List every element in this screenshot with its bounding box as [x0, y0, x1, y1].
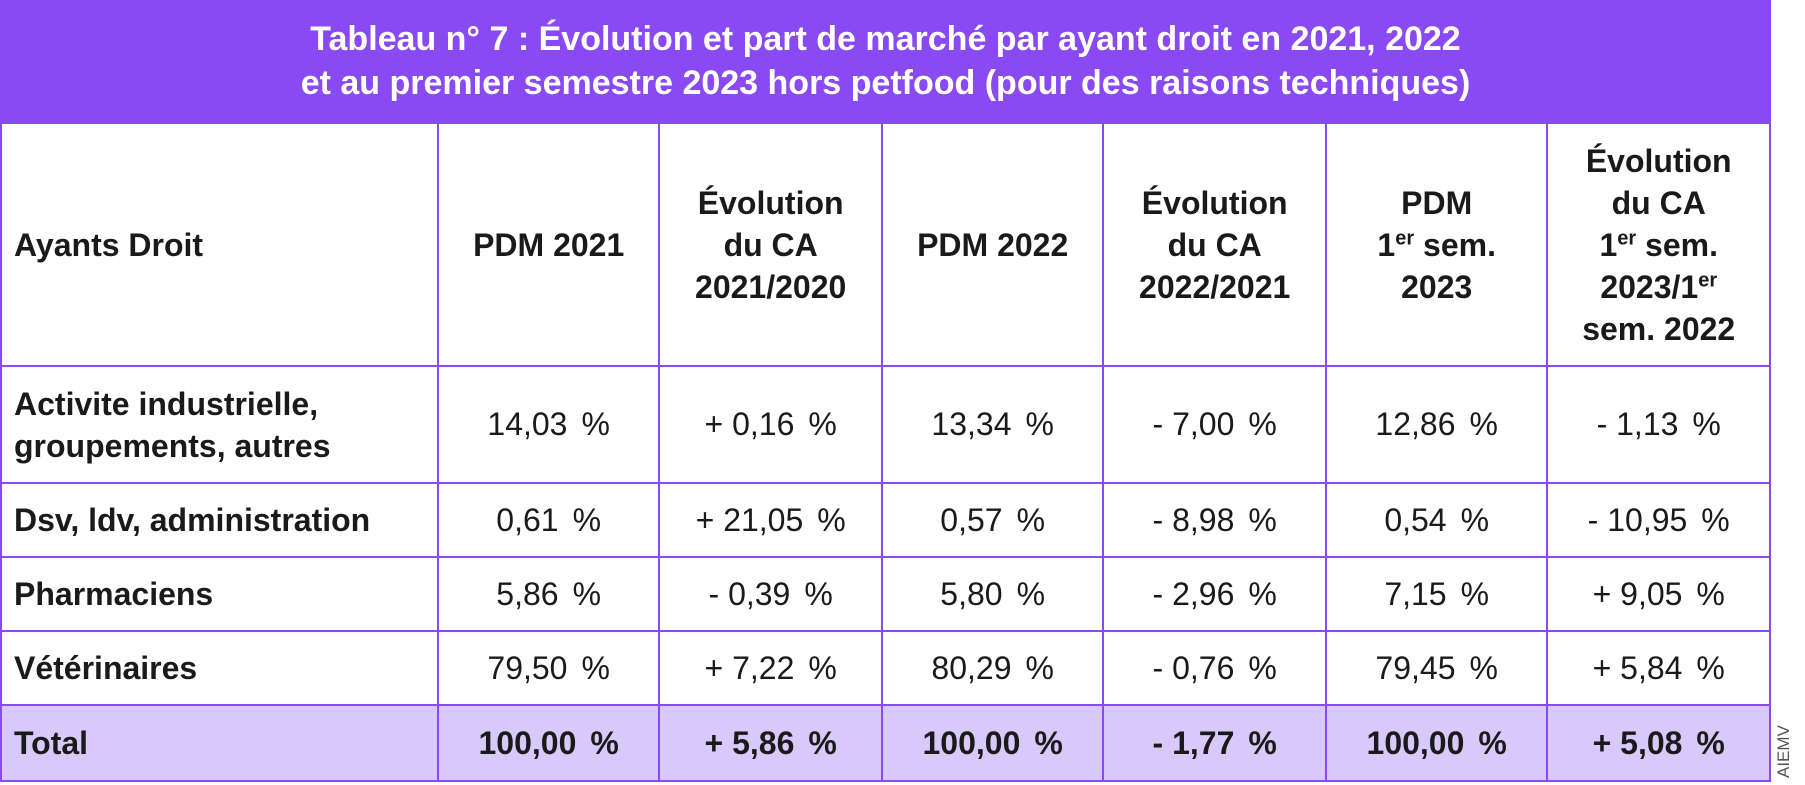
- row-label: Vétérinaires: [0, 630, 439, 706]
- header-evolution-2022: Évolution du CA 2022/2021: [1102, 122, 1327, 367]
- total-cell: 100,00%: [1324, 704, 1549, 782]
- title-line-1: Tableau n° 7 : Évolution et part de marc…: [310, 20, 1461, 58]
- table-cell: 79,45%: [1324, 630, 1549, 706]
- header-row: Ayants Droit PDM 2021 Évolution du CA 20…: [0, 122, 1771, 367]
- table-cell: + 21,05%: [658, 482, 883, 558]
- table-cell: 0,54%: [1324, 482, 1549, 558]
- total-cell: 100,00%: [880, 704, 1105, 782]
- total-row: Total 100,00% + 5,86% 100,00% - 1,77% 10…: [0, 704, 1771, 782]
- total-label: Total: [0, 704, 439, 782]
- table-cell: + 0,16%: [658, 365, 883, 484]
- table-title: Tableau n° 7 : Évolution et part de marc…: [0, 0, 1771, 122]
- table-row: Dsv, ldv, administration 0,61% + 21,05% …: [0, 482, 1771, 558]
- header-evolution-s1-2023: Évolution du CA 1er sem. 2023/1er sem. 2…: [1546, 122, 1771, 367]
- table-cell: 12,86%: [1324, 365, 1549, 484]
- table-cell: - 2,96%: [1102, 556, 1327, 632]
- table-container: Tableau n° 7 : Évolution et part de marc…: [0, 0, 1771, 782]
- table-cell: - 0,39%: [658, 556, 883, 632]
- table-cell: 13,34%: [880, 365, 1105, 484]
- table-cell: 0,61%: [436, 482, 661, 558]
- table-cell: + 9,05%: [1546, 556, 1771, 632]
- table-cell: + 5,84%: [1546, 630, 1771, 706]
- total-cell: + 5,08%: [1546, 704, 1771, 782]
- table-row: Pharmaciens 5,86% - 0,39% 5,80% - 2,96% …: [0, 556, 1771, 632]
- total-cell: - 1,77%: [1102, 704, 1327, 782]
- row-label: Pharmaciens: [0, 556, 439, 632]
- total-cell: + 5,86%: [658, 704, 883, 782]
- table-cell: - 7,00%: [1102, 365, 1327, 484]
- table-cell: 14,03%: [436, 365, 661, 484]
- header-pdm-2022: PDM 2022: [880, 122, 1105, 367]
- table-cell: - 10,95%: [1546, 482, 1771, 558]
- title-line-2: et au premier semestre 2023 hors petfood…: [300, 64, 1471, 102]
- table-cell: 5,86%: [436, 556, 661, 632]
- table-row: Activite industrielle, groupements, autre…: [0, 365, 1771, 484]
- market-share-table: Ayants Droit PDM 2021 Évolution du CA 20…: [0, 122, 1771, 782]
- table-row: Vétérinaires 79,50% + 7,22% 80,29% - 0,7…: [0, 630, 1771, 706]
- header-pdm-s1-2023: PDM 1er sem. 2023: [1324, 122, 1549, 367]
- table-cell: 79,50%: [436, 630, 661, 706]
- total-cell: 100,00%: [436, 704, 661, 782]
- header-ayants-droit: Ayants Droit: [0, 122, 439, 367]
- row-label: Activite industrielle, groupements, autre…: [0, 365, 439, 484]
- credit-text: AIEMV: [1774, 725, 1793, 778]
- table-cell: 5,80%: [880, 556, 1105, 632]
- table-cell: 0,57%: [880, 482, 1105, 558]
- header-pdm-2021: PDM 2021: [436, 122, 661, 367]
- table-cell: - 1,13%: [1546, 365, 1771, 484]
- table-cell: 80,29%: [880, 630, 1105, 706]
- table-cell: + 7,22%: [658, 630, 883, 706]
- table-cell: - 8,98%: [1102, 482, 1327, 558]
- source-credit: AIEMV: [1774, 710, 1802, 778]
- table-cell: - 0,76%: [1102, 630, 1327, 706]
- row-label: Dsv, ldv, administration: [0, 482, 439, 558]
- header-evolution-2021: Évolution du CA 2021/2020: [658, 122, 883, 367]
- table-cell: 7,15%: [1324, 556, 1549, 632]
